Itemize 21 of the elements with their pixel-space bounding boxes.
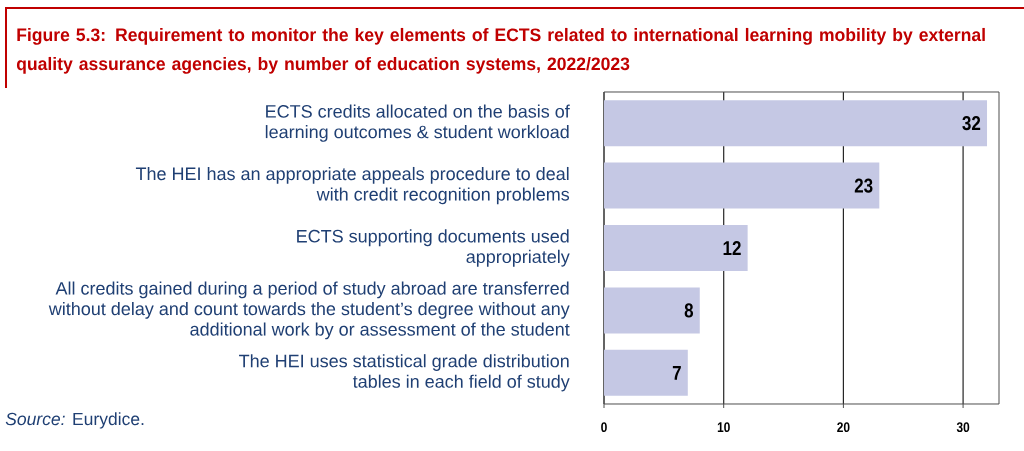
data-label: 32 [962,116,981,131]
x-tick-label: 10 [717,422,730,433]
y-tick-label: All credits gained during a period of study abroad are transferred without delay and count towards the student’s degree without any additional work by or assessment of the student [48,281,570,340]
y-tick-label: ECTS supporting documents used appropriately [297,229,570,267]
y-tick-label: ECTS credits allocated on the basis of learning outcomes & student workload [265,104,570,142]
x-tick-label: 20 [837,422,850,433]
bar [604,349,688,396]
data-label: 23 [854,178,873,193]
y-tick-label: The HEI uses statistical grade distribution tables in each field of study [239,354,570,392]
x-tick-label: 30 [956,422,970,433]
bar [604,287,700,334]
bar [604,100,988,147]
data-label: 8 [684,303,694,318]
bar [604,162,880,209]
bar [604,224,748,271]
x-tick-label: 0 [601,422,607,433]
y-tick-label: The HEI has an appropriate appeals procedure to deal with credit recognition problems [135,166,570,205]
text: Source: Eurydice. [5,412,144,429]
chart-title: Figure 5.3: Requirement to monitor the key elements of ECTS related to international learning mobility by external quality assurance agencies, by number of education systems, 2022/2023 [16,27,985,74]
data-label: 12 [723,241,741,255]
data-label: 7 [672,365,681,380]
